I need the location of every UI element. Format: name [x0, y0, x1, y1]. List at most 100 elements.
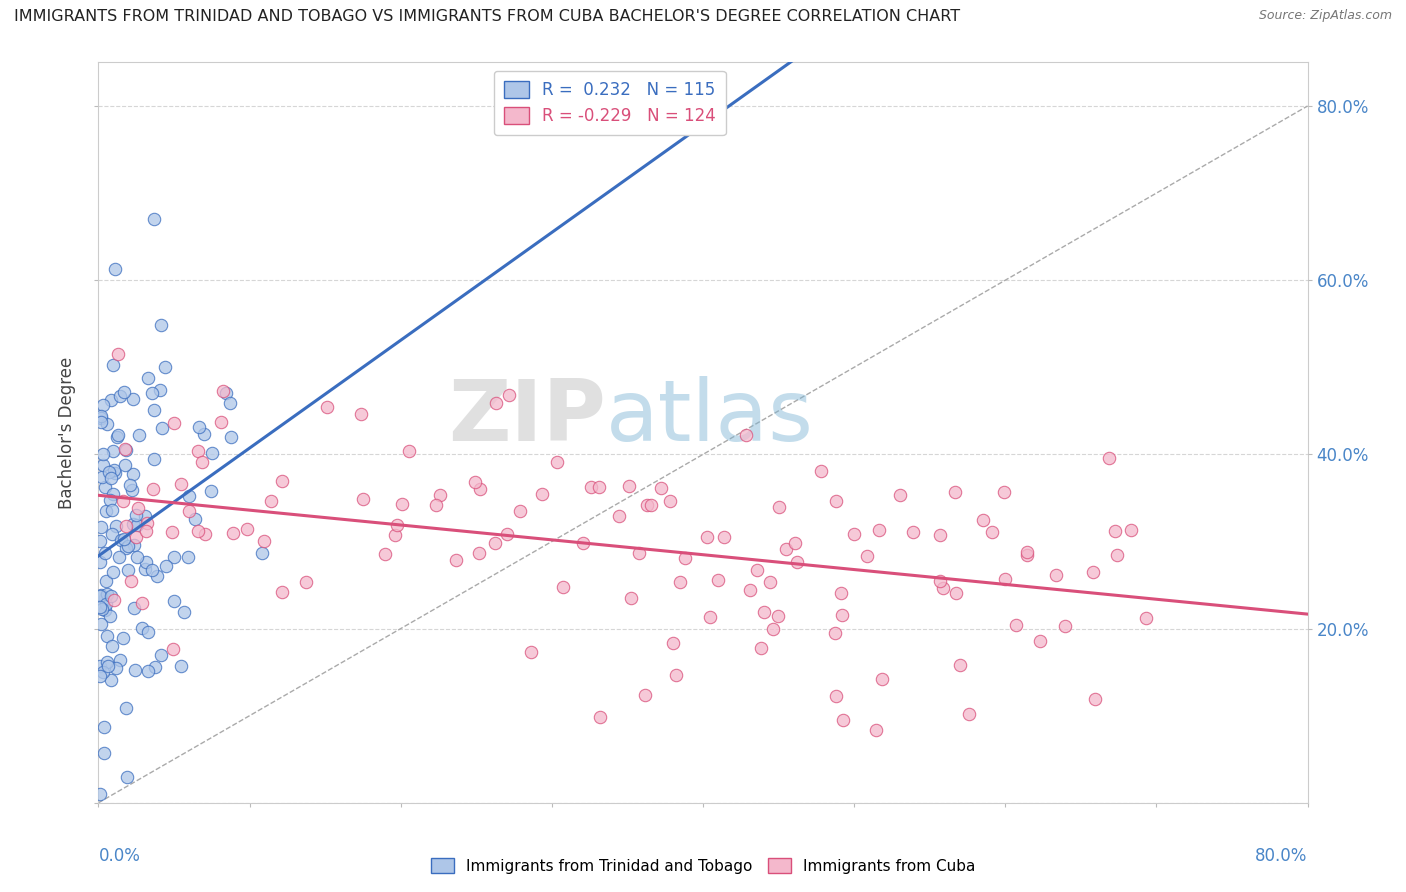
Point [1098, 451, 1121, 466]
Point [759, 575, 782, 590]
Point [315, 401, 337, 415]
Point [824, 493, 846, 508]
Point [699, 610, 721, 624]
Point [96, 417, 118, 431]
Point [90, 411, 112, 425]
Point [94, 574, 117, 588]
Point [114, 458, 136, 473]
Point [114, 442, 136, 456]
Point [104, 466, 127, 480]
Text: IMMIGRANTS FROM TRINIDAD AND TOBAGO VS IMMIGRANTS FROM CUBA BACHELOR'S DEGREE CO: IMMIGRANTS FROM TRINIDAD AND TOBAGO VS I… [14, 9, 960, 24]
Point [143, 212, 166, 227]
Point [993, 485, 1015, 500]
Point [122, 601, 145, 615]
Point [103, 487, 125, 501]
Point [260, 494, 283, 508]
Point [90, 520, 112, 534]
Point [89, 599, 111, 614]
Point [738, 582, 761, 597]
Point [93, 720, 115, 734]
Point [831, 607, 853, 622]
Point [100, 471, 122, 485]
Point [928, 574, 950, 589]
Point [142, 482, 165, 496]
Point [659, 494, 682, 508]
Point [170, 658, 193, 673]
Point [551, 580, 574, 594]
Point [96, 587, 118, 601]
Point [150, 420, 173, 434]
Point [111, 632, 134, 646]
Point [855, 549, 877, 563]
Text: 80.0%: 80.0% [1256, 847, 1308, 865]
Point [90, 409, 112, 423]
Point [90, 415, 112, 429]
Point [141, 563, 163, 577]
Point [349, 408, 371, 422]
Point [117, 539, 139, 553]
Point [832, 713, 855, 727]
Point [104, 261, 127, 276]
Point [153, 360, 176, 375]
Point [201, 446, 224, 460]
Point [91, 398, 114, 412]
Point [889, 488, 911, 502]
Point [209, 415, 232, 429]
Point [184, 512, 207, 526]
Text: ZIP: ZIP [449, 376, 606, 459]
Point [1104, 524, 1126, 539]
Legend: Immigrants from Trinidad and Tobago, Immigrants from Cuba: Immigrants from Trinidad and Tobago, Imm… [425, 852, 981, 880]
Point [103, 592, 125, 607]
Point [89, 787, 111, 801]
Point [136, 516, 159, 530]
Point [374, 547, 396, 561]
Point [270, 474, 292, 488]
Point [89, 533, 111, 548]
Point [468, 545, 491, 559]
Point [844, 526, 866, 541]
Point [155, 558, 177, 573]
Point [1045, 568, 1067, 582]
Point [785, 536, 807, 550]
Point [143, 403, 166, 417]
Point [187, 444, 209, 458]
Point [391, 497, 413, 511]
Point [429, 488, 451, 502]
Point [668, 574, 690, 589]
Point [398, 443, 420, 458]
Point [149, 384, 172, 398]
Point [212, 384, 235, 399]
Point [112, 533, 135, 547]
Point [943, 485, 966, 500]
Point [194, 527, 217, 541]
Point [100, 589, 122, 603]
Point [115, 770, 138, 784]
Point [509, 504, 531, 518]
Point [125, 508, 148, 523]
Point [775, 542, 797, 557]
Point [131, 621, 153, 635]
Point [498, 387, 520, 401]
Point [112, 494, 135, 508]
Point [136, 665, 159, 679]
Text: atlas: atlas [606, 376, 814, 459]
Point [143, 452, 166, 467]
Point [865, 723, 887, 738]
Point [215, 385, 238, 400]
Point [270, 585, 292, 599]
Point [484, 535, 506, 549]
Point [1083, 692, 1105, 706]
Point [103, 443, 125, 458]
Point [107, 347, 129, 361]
Point [136, 624, 159, 639]
Point [90, 602, 112, 616]
Point [250, 545, 273, 559]
Point [294, 574, 316, 589]
Point [1083, 565, 1105, 579]
Point [634, 688, 657, 702]
Point [384, 527, 406, 541]
Point [661, 636, 683, 650]
Point [628, 546, 651, 560]
Point [762, 622, 785, 636]
Point [607, 509, 630, 524]
